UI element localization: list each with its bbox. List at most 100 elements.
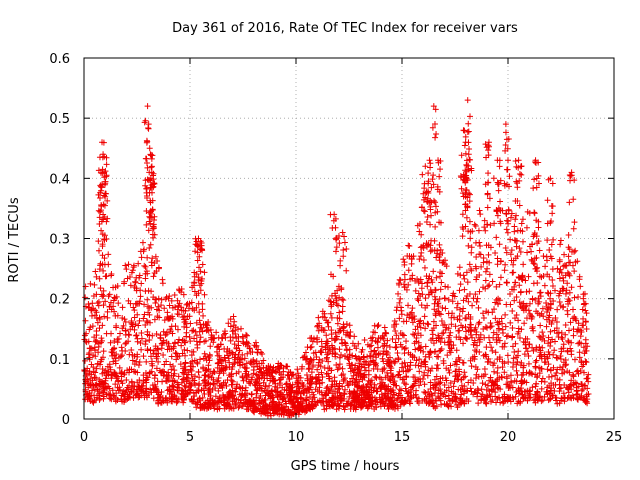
data-point (438, 317, 445, 324)
data-point (504, 166, 511, 173)
data-point (187, 387, 194, 394)
data-point (467, 357, 474, 364)
data-point (365, 367, 372, 374)
data-point (479, 391, 486, 398)
data-point (421, 313, 428, 320)
data-point (98, 202, 105, 209)
data-point (364, 353, 371, 360)
data-point (523, 345, 530, 352)
data-point (98, 335, 105, 342)
data-point (472, 239, 479, 246)
data-point (96, 325, 103, 332)
data-point (314, 334, 321, 341)
data-point (424, 302, 431, 309)
data-point (136, 386, 143, 393)
data-point (109, 352, 116, 359)
data-point (166, 315, 173, 322)
data-point (305, 386, 312, 393)
data-point (221, 405, 228, 412)
data-point (482, 268, 489, 275)
data-point (433, 322, 440, 329)
data-point (116, 364, 123, 371)
data-point (258, 385, 265, 392)
data-point (195, 368, 202, 375)
data-point (225, 394, 232, 401)
data-point (219, 392, 226, 399)
data-point (540, 313, 547, 320)
data-point (539, 344, 546, 351)
data-point (317, 363, 324, 370)
data-point (155, 303, 162, 310)
data-point (323, 371, 330, 378)
data-point (287, 389, 294, 396)
data-point (145, 309, 152, 316)
data-point (437, 219, 444, 226)
data-point (384, 337, 391, 344)
data-point (458, 400, 465, 407)
data-point (382, 390, 389, 397)
data-point (190, 282, 197, 289)
data-point (492, 381, 499, 388)
data-point (550, 364, 557, 371)
data-point (417, 276, 424, 283)
data-point (534, 264, 541, 271)
data-point (421, 388, 428, 395)
data-point (131, 307, 138, 314)
data-point (526, 300, 533, 307)
chart-title: Day 361 of 2016, Rate Of TEC Index for r… (172, 21, 518, 36)
data-point (429, 335, 436, 342)
data-point (152, 253, 159, 260)
data-point (461, 286, 468, 293)
data-point (235, 351, 242, 358)
data-point (151, 372, 158, 379)
data-point (487, 374, 494, 381)
data-point (483, 400, 490, 407)
data-point (549, 336, 556, 343)
data-point (249, 349, 256, 356)
data-point (101, 236, 108, 243)
data-point (509, 363, 516, 370)
data-point (332, 290, 339, 297)
data-point (403, 338, 410, 345)
data-point (453, 304, 460, 311)
data-point (416, 344, 423, 351)
data-point (525, 353, 532, 360)
data-point (182, 318, 189, 325)
data-point (461, 142, 468, 149)
data-point (250, 363, 257, 370)
data-point (492, 349, 499, 356)
data-point (487, 398, 494, 405)
data-point (556, 269, 563, 276)
data-point (153, 365, 160, 372)
data-point (303, 356, 310, 363)
data-point (321, 327, 328, 334)
data-point (465, 242, 472, 249)
data-point (340, 253, 347, 260)
data-point (95, 349, 102, 356)
data-point (532, 383, 539, 390)
data-point (112, 284, 119, 291)
data-point (191, 357, 198, 364)
data-point (323, 332, 330, 339)
data-point (567, 172, 574, 179)
data-point (454, 300, 461, 307)
data-point (148, 288, 155, 295)
data-point (396, 315, 403, 322)
data-point (332, 393, 339, 400)
data-point (504, 145, 511, 152)
data-point (339, 229, 346, 236)
data-point (580, 344, 587, 351)
data-point (96, 194, 103, 201)
data-point (131, 326, 138, 333)
data-point (91, 281, 98, 288)
data-point (419, 171, 426, 178)
data-point (175, 311, 182, 318)
data-point (465, 379, 472, 386)
data-point (465, 398, 472, 405)
data-point (436, 173, 443, 180)
data-point (202, 337, 209, 344)
data-point (228, 405, 235, 412)
data-point (546, 246, 553, 253)
data-point (570, 332, 577, 339)
